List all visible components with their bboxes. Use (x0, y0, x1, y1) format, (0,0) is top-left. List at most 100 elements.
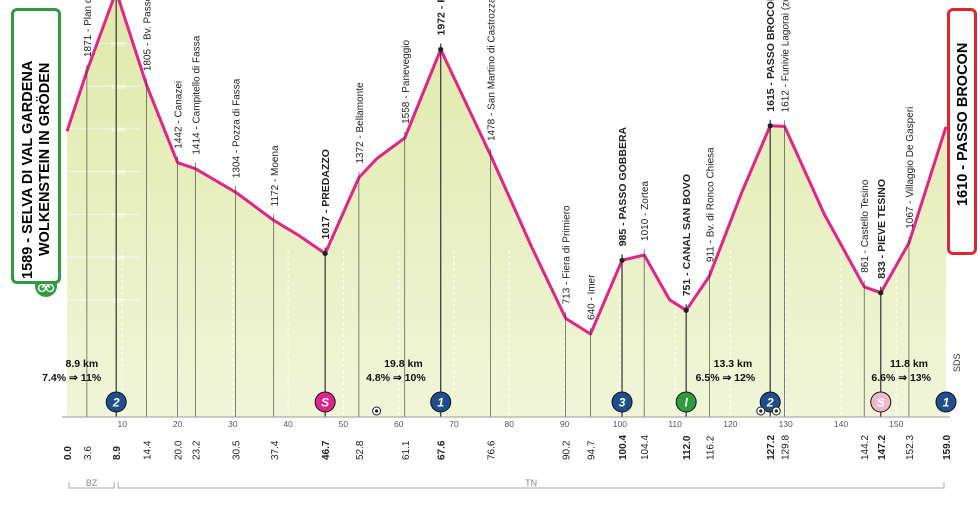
x-axis-label: 8.9 (112, 446, 123, 460)
place-label: 1442 - Canazei (174, 81, 185, 149)
place-label: 1172 - Moena (270, 145, 281, 206)
feed-zone-icon-dot (774, 409, 778, 413)
place-label: 1478 - San Martino di Castrozza (486, 0, 497, 141)
badge-text: 1 (437, 396, 444, 410)
x-km-label: 120 (723, 419, 737, 429)
badge-text: 1 (943, 396, 950, 410)
summit-dot (322, 250, 328, 257)
place-label: 1372 - Bellamonte (355, 82, 366, 164)
place-label: 1871 - Plan de Gralba (83, 0, 94, 57)
x-axis-label: 159.0 (942, 435, 953, 460)
x-km-label: 80 (505, 419, 515, 429)
feed-zone-icon-dot (374, 409, 379, 413)
summit-dot (683, 307, 689, 313)
alt-tick-label: 2000 (111, 42, 126, 49)
place-label: 640 - Imer (587, 274, 598, 320)
badge-sprint2 (870, 391, 892, 413)
place-label: 1612 - Funivie Lagorai (zona arrivo) (781, 0, 792, 112)
place-label: 751 - CANAL SAN BOVO (681, 174, 693, 296)
summit-dot (438, 46, 444, 53)
x-km-label: 40 (283, 419, 293, 429)
x-km-label: 90 (560, 419, 570, 429)
x-axis-label: 129.8 (781, 435, 792, 460)
x-km-label: 50 (339, 419, 349, 429)
badge-text: 3 (619, 396, 626, 410)
climb-distance: 8.9 km (65, 358, 98, 370)
climb-distance: 19.8 km (384, 358, 423, 370)
badge-sprint (314, 391, 336, 413)
climb-gradient: 6.5% ⇒ 12% (696, 372, 756, 384)
badge-gpm (105, 391, 127, 413)
x-axis-label: 14.4 (143, 440, 154, 460)
badge-text: I (684, 396, 688, 410)
place-label: 1972 - PASSO ROLLE (436, 0, 448, 35)
alt-tick-label: 1200 (111, 212, 126, 219)
x-km-label: 10 (118, 419, 128, 429)
x-km-label: 70 (449, 419, 459, 429)
x-axis-label: 104.4 (640, 435, 651, 460)
region-bracket (68, 482, 115, 489)
x-axis-label: 3.6 (83, 446, 94, 460)
x-axis-label: 30.5 (232, 440, 243, 460)
x-axis-label: 94.7 (587, 440, 598, 460)
badge-text: S (877, 396, 885, 410)
start-bicycle-icon-wheel-back (37, 283, 47, 293)
x-km-label: 110 (668, 419, 682, 429)
place-label: 1010 - Zortea (640, 180, 651, 240)
badge-text: S (321, 396, 329, 410)
region-bracket (117, 482, 945, 489)
place-label: 1304 - Pozza di Fassa (232, 78, 243, 178)
finish-label: 1610 - PASSO BROCON (955, 42, 971, 206)
place-label: 985 - PASSO GOBBERA (617, 126, 629, 246)
place-label: 1414 - Campitello di Fassa (191, 35, 202, 154)
place-label: 1805 - Bv. Passo Pordoi (143, 0, 154, 71)
x-km-label: 130 (779, 419, 793, 429)
x-km-label: 30 (228, 419, 238, 429)
alt-tick-label: 1800 (111, 84, 126, 91)
x-axis-label: 127.2 (766, 435, 777, 460)
place-label: 861 - Castello Tesino (860, 179, 871, 273)
x-axis-label: 0.0 (63, 446, 74, 460)
climb-distance: 13.3 km (714, 358, 753, 370)
feed-zone-icon-dot (759, 409, 763, 413)
alt-tick-label: 1400 (111, 170, 126, 177)
alt-tick-label: 1000 (111, 255, 126, 262)
x-axis-label: 20.0 (174, 440, 185, 460)
profile-area (67, 0, 946, 417)
x-axis-label: 46.7 (321, 440, 332, 460)
climb-gradient: 6.6% ⇒ 13% (871, 372, 931, 384)
summit-dot (878, 290, 884, 296)
alt-tick-label: 800 (113, 298, 124, 305)
badge-gpm (935, 391, 957, 413)
climb-distance: 11.8 km (890, 358, 928, 370)
x-km-label: 140 (834, 419, 848, 429)
place-label: 1067 - Villaggio De Gasperi (905, 107, 916, 229)
start-label-box: 1589 - SELVA DI VAL GARDENA WOLKENSTEIN … (11, 8, 61, 284)
x-km-label: 20 (173, 419, 183, 429)
place-label: 713 - Fiera di Primiero (562, 205, 573, 304)
finish-label-box: 1610 - PASSO BROCON (947, 8, 977, 255)
x-axis-label: 144.2 (860, 435, 871, 460)
region-label: TN (525, 478, 537, 488)
place-label: 1615 - PASSO BROCON (Albergo) (765, 0, 777, 112)
badge-text: 2 (766, 396, 774, 410)
place-label: 833 - PIEVE TESINO (876, 179, 888, 279)
summit-dot (767, 123, 773, 129)
badge-gpm (430, 391, 452, 413)
x-axis-label: 90.2 (562, 440, 573, 460)
x-km-label: 60 (394, 419, 404, 429)
summit-dot (619, 257, 625, 263)
sds-marker: SDS (952, 353, 962, 372)
x-axis-label: 100.4 (618, 435, 629, 460)
region-label: BZ (86, 478, 98, 488)
x-km-label: 150 (889, 419, 903, 429)
x-axis-label: 152.3 (905, 435, 916, 460)
place-label: 1558 - Paneveggio (401, 40, 412, 124)
x-axis-label: 116.2 (705, 435, 716, 460)
x-axis-label: 23.2 (191, 440, 202, 460)
alt-tick-label: 1600 (111, 127, 126, 134)
x-axis-label: 37.4 (270, 440, 281, 460)
x-axis-label: 112.0 (682, 435, 693, 460)
